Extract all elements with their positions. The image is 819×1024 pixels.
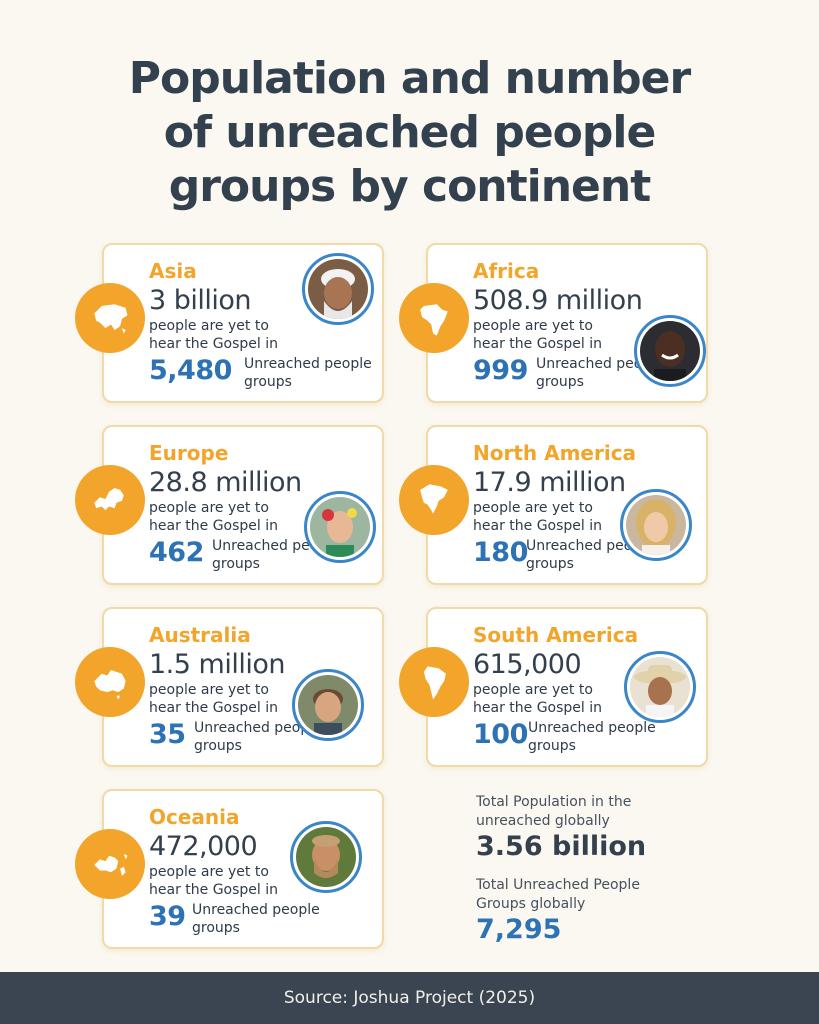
population-value: 508.9 million	[473, 285, 643, 316]
upg-count: 39	[149, 901, 186, 932]
upg-label: Unreached people groups	[194, 720, 322, 754]
upg-count: 5,480	[149, 355, 232, 386]
smiling-man-photo	[634, 315, 706, 387]
population-value: 472,000	[149, 831, 258, 862]
africa-map-icon	[399, 283, 469, 353]
australia-map-icon	[75, 647, 145, 717]
upg-label: Unreached people groups	[244, 356, 372, 390]
source-footer: Source: Joshua Project (2025)	[0, 972, 819, 1024]
population-caption: people are yet to hear the Gospel in	[473, 318, 603, 352]
continent-name: Australia	[149, 623, 251, 647]
continent-name: Asia	[149, 259, 197, 283]
oceania-map-icon	[75, 829, 145, 899]
continent-card-oceania: Oceania 472,000 people are yet to hear t…	[102, 789, 384, 949]
total-population-label: Total Population in the unreached global…	[476, 794, 632, 829]
population-value: 615,000	[473, 649, 582, 680]
population-value: 17.9 million	[473, 467, 626, 498]
asia-map-icon	[75, 283, 145, 353]
continent-card-australia: Australia 1.5 million people are yet to …	[102, 607, 384, 767]
population-value: 1.5 million	[149, 649, 285, 680]
young-man-photo	[292, 669, 364, 741]
man-with-white-cap-photo	[302, 253, 374, 325]
continent-card-africa: Africa 508.9 million people are yet to h…	[426, 243, 708, 403]
man-with-hat-photo	[624, 651, 696, 723]
total-population-value: 3.56 billion	[476, 831, 647, 862]
upg-count: 462	[149, 537, 204, 568]
population-caption: people are yet to hear the Gospel in	[473, 500, 603, 534]
continent-card-asia: Asia 3 billion people are yet to hear th…	[102, 243, 384, 403]
upg-label: Unreached people groups	[192, 902, 320, 936]
continent-name: Europe	[149, 441, 229, 465]
title-line-3: groups by continent	[168, 161, 652, 212]
continent-card-europe: Europe 28.8 million people are yet to he…	[102, 425, 384, 585]
title-line-2: of unreached people	[163, 107, 657, 158]
page-title: Population and number of unreached peopl…	[0, 52, 819, 214]
upg-label: Unreached people groups	[536, 356, 664, 390]
continent-name: South America	[473, 623, 639, 647]
population-caption: people are yet to hear the Gospel in	[149, 682, 279, 716]
blonde-woman-photo	[620, 489, 692, 561]
bearded-man-photo	[290, 821, 362, 893]
woman-with-flower-crown-photo	[304, 491, 376, 563]
population-caption: people are yet to hear the Gospel in	[473, 682, 603, 716]
total-groups-value: 7,295	[476, 914, 562, 945]
south-america-map-icon	[399, 647, 469, 717]
upg-label: Unreached people groups	[528, 720, 656, 754]
continent-card-north-america: North America 17.9 million people are ye…	[426, 425, 708, 585]
population-caption: people are yet to hear the Gospel in	[149, 500, 279, 534]
continent-name: Oceania	[149, 805, 240, 829]
population-value: 3 billion	[149, 285, 252, 316]
continent-name: North America	[473, 441, 637, 465]
upg-count: 999	[473, 355, 528, 386]
upg-count: 180	[473, 537, 528, 568]
title-line-1: Population and number	[128, 53, 691, 104]
europe-map-icon	[75, 465, 145, 535]
population-value: 28.8 million	[149, 467, 302, 498]
north-america-map-icon	[399, 465, 469, 535]
global-totals: Total Population in the unreached global…	[476, 793, 696, 862]
population-caption: people are yet to hear the Gospel in	[149, 864, 279, 898]
upg-count: 35	[149, 719, 186, 750]
population-caption: people are yet to hear the Gospel in	[149, 318, 279, 352]
upg-label: Unreached people groups	[526, 538, 654, 572]
upg-count: 100	[473, 719, 528, 750]
continent-name: Africa	[473, 259, 540, 283]
total-groups-label: Total Unreached People Groups globally	[476, 877, 640, 912]
global-groups-totals: Total Unreached People Groups globally 7…	[476, 876, 676, 945]
continent-card-south-america: South America 615,000 people are yet to …	[426, 607, 708, 767]
